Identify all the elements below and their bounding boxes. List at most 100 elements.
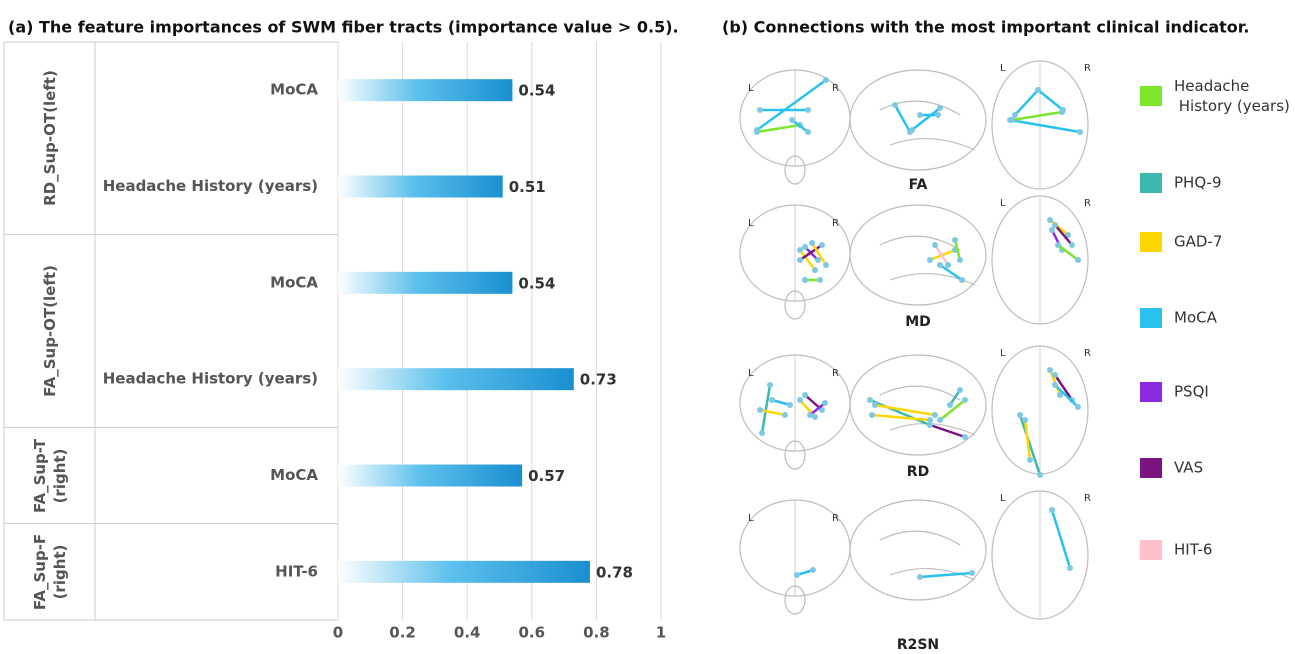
orientation-label: R bbox=[1084, 493, 1091, 504]
y-tick-label: MoCA bbox=[270, 466, 318, 484]
node bbox=[945, 262, 951, 268]
x-tick-label: 0.6 bbox=[519, 624, 546, 642]
connection bbox=[1012, 112, 1062, 120]
node bbox=[867, 397, 873, 403]
x-tick-label: 0.2 bbox=[389, 624, 416, 642]
node bbox=[957, 387, 963, 393]
node bbox=[822, 400, 828, 406]
legend-swatch bbox=[1140, 458, 1162, 478]
node bbox=[823, 77, 829, 83]
brain-side bbox=[850, 355, 986, 455]
legend-swatch bbox=[1140, 382, 1162, 402]
orientation-label: L bbox=[1000, 348, 1006, 359]
node bbox=[1052, 372, 1058, 378]
brain-side bbox=[850, 500, 986, 600]
bar bbox=[338, 272, 512, 294]
node bbox=[917, 574, 923, 580]
node bbox=[1037, 472, 1043, 478]
view-label: R2SN bbox=[897, 637, 939, 653]
node bbox=[937, 417, 943, 423]
orientation-label: R bbox=[832, 368, 839, 379]
legend-label: PHQ-9 bbox=[1174, 174, 1222, 192]
legend-label: HIT-6 bbox=[1174, 541, 1212, 559]
node bbox=[1009, 117, 1015, 123]
node bbox=[917, 112, 923, 118]
orientation-label: L bbox=[1000, 493, 1006, 504]
connection bbox=[1010, 120, 1080, 132]
connection bbox=[1020, 415, 1040, 475]
node bbox=[959, 277, 965, 283]
node bbox=[1049, 227, 1055, 233]
node bbox=[1047, 367, 1053, 373]
node bbox=[927, 257, 933, 263]
node bbox=[1075, 404, 1081, 410]
brain-side bbox=[850, 70, 986, 170]
node bbox=[782, 412, 788, 418]
bar bbox=[338, 561, 590, 583]
page: {"chart_data": {"type": "hbar", "title":… bbox=[0, 0, 1295, 654]
x-tick-label: 0.8 bbox=[583, 624, 610, 642]
node bbox=[769, 397, 775, 403]
y-tick-label: Headache History (years) bbox=[103, 177, 318, 195]
legend-swatch bbox=[1140, 232, 1162, 252]
orientation-label: R bbox=[1084, 348, 1091, 359]
node bbox=[787, 402, 793, 408]
node bbox=[812, 267, 818, 273]
orientation-label: L bbox=[1000, 198, 1006, 209]
node bbox=[817, 277, 823, 283]
node bbox=[932, 412, 938, 418]
node bbox=[1067, 565, 1073, 571]
x-tick-label: 0 bbox=[333, 624, 343, 642]
y-tick-label: HIT-6 bbox=[275, 562, 318, 580]
node bbox=[1012, 112, 1018, 118]
node bbox=[932, 242, 938, 248]
node bbox=[937, 105, 943, 111]
orientation-label: R bbox=[832, 83, 839, 94]
node bbox=[805, 129, 811, 135]
node bbox=[957, 257, 963, 263]
connection bbox=[760, 410, 785, 415]
node bbox=[819, 242, 825, 248]
y-tick-label: Headache History (years) bbox=[103, 370, 318, 388]
connection bbox=[1015, 90, 1038, 115]
orientation-label: L bbox=[748, 83, 754, 94]
node bbox=[1069, 242, 1075, 248]
node bbox=[802, 277, 808, 283]
node bbox=[789, 117, 795, 123]
x-tick-label: 0.4 bbox=[454, 624, 481, 642]
brain-side bbox=[850, 205, 986, 305]
orientation-label: L bbox=[748, 368, 754, 379]
node bbox=[1055, 242, 1061, 248]
value-label: 0.54 bbox=[518, 82, 555, 100]
node bbox=[802, 244, 808, 250]
value-label: 0.51 bbox=[509, 178, 546, 196]
node bbox=[794, 572, 800, 578]
value-label: 0.54 bbox=[518, 274, 555, 292]
value-label: 0.78 bbox=[596, 563, 633, 581]
node bbox=[935, 112, 941, 118]
orientation-label: L bbox=[1000, 63, 1006, 74]
node bbox=[797, 257, 803, 263]
node bbox=[969, 570, 975, 576]
connection bbox=[895, 105, 910, 132]
value-label: 0.57 bbox=[528, 467, 565, 485]
group-label: RD_Sup-OT(left) bbox=[10, 53, 90, 223]
node bbox=[1035, 87, 1041, 93]
bar bbox=[338, 368, 574, 390]
node bbox=[962, 434, 968, 440]
bar bbox=[338, 176, 503, 198]
connection bbox=[1052, 510, 1070, 568]
node bbox=[947, 402, 953, 408]
legend-swatch bbox=[1140, 86, 1162, 106]
node bbox=[869, 412, 875, 418]
connection bbox=[912, 108, 940, 130]
node bbox=[1059, 109, 1065, 115]
group-label: FA_Sup-OT(left) bbox=[10, 246, 90, 416]
node bbox=[805, 107, 811, 113]
legend-swatch bbox=[1140, 540, 1162, 560]
node bbox=[1017, 412, 1023, 418]
node bbox=[802, 392, 808, 398]
node bbox=[754, 129, 760, 135]
brain-side-detail bbox=[880, 101, 975, 150]
orientation-label: R bbox=[832, 218, 839, 229]
